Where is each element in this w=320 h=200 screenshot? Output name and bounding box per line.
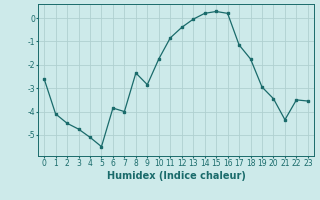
X-axis label: Humidex (Indice chaleur): Humidex (Indice chaleur) — [107, 171, 245, 181]
